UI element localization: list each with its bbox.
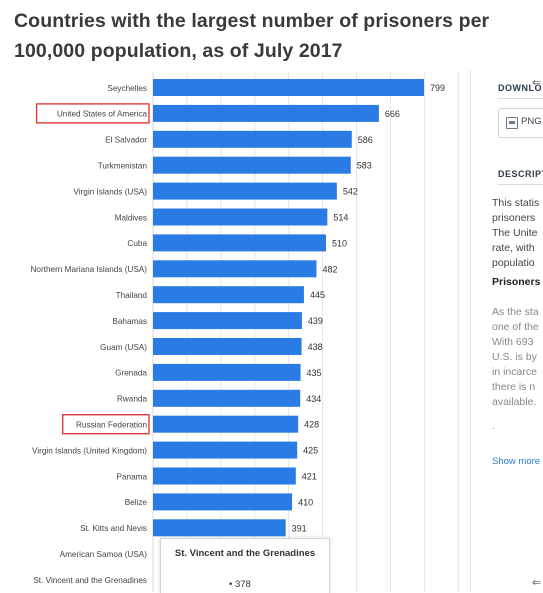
- category-label: Thailand: [116, 291, 148, 300]
- category-label: Grenada: [115, 369, 147, 378]
- sidebar-panel: DOWNLO PNG DESCRIPT This statis prisoner…: [470, 70, 543, 592]
- value-label: 439: [308, 316, 323, 326]
- category-labels: Seychelles United States of America El Sal…: [31, 84, 148, 585]
- category-label: Maldives: [115, 213, 147, 222]
- bar: [153, 441, 298, 459]
- bar: [153, 234, 326, 252]
- category-label: Turkmenistan: [98, 162, 148, 171]
- value-label: 438: [308, 342, 323, 352]
- body-line: there is n: [492, 381, 536, 393]
- value-label: 410: [298, 497, 313, 507]
- body-line: available.: [492, 396, 537, 408]
- highlight-box: [62, 414, 150, 435]
- value-labels: 799 666 586 583 542 514 510 482 445 439 438 435 434 4…: [292, 83, 445, 533]
- category-label: St. Vincent and the Grenadines: [33, 576, 147, 585]
- category-label: Rwanda: [117, 395, 147, 404]
- value-label: 510: [332, 238, 347, 248]
- bars: [153, 79, 425, 537]
- cursor-icon: ⇐: [532, 577, 542, 589]
- bar: [153, 260, 317, 278]
- category-label: Russian Federation: [76, 421, 147, 430]
- value-label: 425: [303, 446, 318, 456]
- category-label: Belize: [125, 498, 148, 507]
- value-label: 428: [304, 420, 319, 430]
- bar: [153, 208, 328, 226]
- category-label: Seychelles: [107, 84, 147, 93]
- bar: [153, 415, 299, 433]
- body-line: in incarce: [492, 366, 537, 378]
- show-more-link[interactable]: Show more: [492, 456, 541, 467]
- value-label: 514: [333, 213, 348, 223]
- value-label: 445: [310, 290, 325, 300]
- category-label: El Salvador: [105, 136, 147, 145]
- value-label: 666: [385, 109, 400, 119]
- bar-chart: Seychelles United States of America El Sal…: [31, 72, 459, 592]
- tooltip-value: • 378: [229, 579, 251, 590]
- category-label: Virgin Islands (USA): [73, 187, 147, 196]
- highlight-boxes: [35, 103, 150, 435]
- grid-lines: [152, 72, 459, 592]
- bar: [153, 338, 302, 355]
- value-label: 435: [307, 368, 322, 378]
- bar: [153, 156, 351, 174]
- tooltip: St. Vincent and the Grenadines • 378: [160, 538, 330, 593]
- chart-title: Countries with the largest number of pri…: [14, 10, 490, 62]
- description-rule: [498, 184, 543, 185]
- value-label: 583: [357, 161, 372, 171]
- category-label: St. Kitts and Nevis: [80, 524, 147, 533]
- category-label: Panama: [117, 472, 148, 481]
- category-label: American Samoa (USA): [60, 550, 148, 559]
- value-label: 391: [292, 523, 307, 533]
- value-label: 799: [430, 83, 445, 93]
- description-line: populatio: [492, 257, 535, 269]
- bar: [153, 519, 286, 537]
- download-rule: [498, 98, 543, 99]
- value-label: 482: [322, 264, 337, 274]
- bar: [153, 493, 293, 511]
- body-line: one of the: [492, 321, 539, 333]
- category-label: Bahamas: [112, 317, 147, 326]
- body-line: With 693: [492, 336, 534, 348]
- category-label: Northern Mariana Islands (USA): [31, 265, 148, 274]
- description-line: rate, with: [492, 242, 535, 254]
- category-label: Guam (USA): [100, 343, 147, 352]
- value-label: 542: [343, 187, 358, 197]
- description-line: prisoners: [492, 212, 536, 224]
- bar: [153, 182, 337, 200]
- highlight-box: [35, 103, 150, 124]
- tooltip-title: St. Vincent and the Grenadines: [174, 548, 316, 559]
- bar: [153, 79, 425, 96]
- bar: [153, 312, 302, 330]
- category-label: Cuba: [127, 239, 147, 248]
- sidebar-divider: [470, 70, 471, 592]
- body-line: As the sta: [492, 306, 539, 318]
- description-heading: DESCRIPT: [498, 169, 543, 179]
- cursor-icon: ⇐: [532, 77, 542, 89]
- description-line: The Unite: [492, 227, 538, 239]
- value-label: 434: [306, 394, 321, 404]
- download-heading: DOWNLO: [498, 83, 542, 93]
- bar: [153, 389, 301, 407]
- bar: [153, 467, 296, 485]
- bar: [153, 104, 379, 122]
- png-button-label: PNG: [521, 116, 542, 127]
- bar: [153, 363, 301, 381]
- description-subheading: Prisoners: [492, 276, 541, 288]
- category-label: Virgin Islands (United Kingdom): [32, 446, 147, 455]
- value-label: 586: [358, 135, 373, 145]
- body-line: U.S. is by: [492, 351, 537, 363]
- png-download-button[interactable]: PNG: [498, 108, 543, 138]
- bar: [153, 286, 304, 304]
- value-label: 421: [302, 472, 317, 482]
- separator-dot: .: [492, 420, 495, 432]
- description-line: This statis: [492, 197, 540, 209]
- image-file-icon: [506, 117, 518, 129]
- bar: [153, 130, 352, 148]
- category-label: United States of America: [57, 110, 148, 119]
